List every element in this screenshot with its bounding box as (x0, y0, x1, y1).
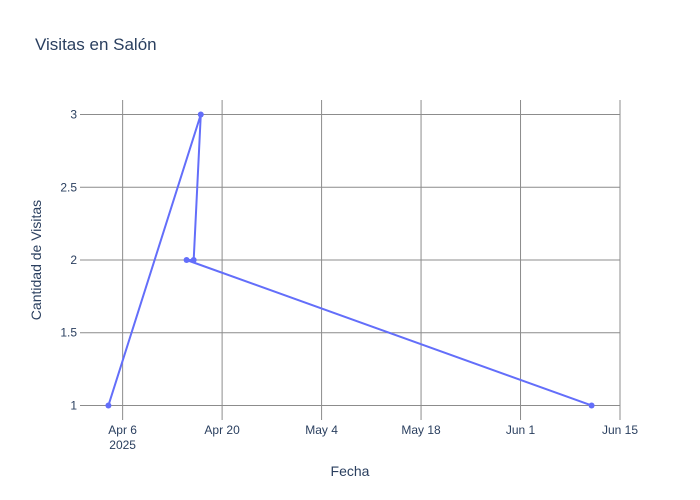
chart-title: Visitas en Salón (35, 35, 157, 54)
x-tick-label: Jun 1 (506, 423, 536, 437)
y-tick-label: 2 (70, 253, 77, 267)
data-point[interactable] (190, 257, 197, 263)
x-axis-label: Fecha (331, 463, 370, 479)
x-tick-label: Apr 20 (204, 423, 240, 437)
series-layer (105, 111, 595, 409)
y-tick-label: 1 (70, 398, 77, 412)
data-point[interactable] (588, 402, 595, 409)
y-tick-label: 2.5 (60, 180, 77, 194)
y-axis-label: Cantidad de Visitas (28, 200, 44, 320)
x-tick-label: Jun 15 (602, 423, 638, 437)
data-point[interactable] (197, 111, 204, 118)
grid (80, 100, 621, 420)
data-point[interactable] (183, 257, 190, 263)
data-point[interactable] (105, 402, 112, 409)
x-tick-label: Apr 6 (108, 423, 137, 437)
x-tick-sublabel: 2025 (109, 438, 136, 452)
y-axis-ticks: 1 1.5 2 2.5 3 (60, 108, 77, 413)
y-tick-label: 3 (70, 108, 77, 122)
x-tick-label: May 4 (305, 423, 338, 437)
y-tick-label: 1.5 (60, 326, 77, 340)
x-tick-label: May 18 (401, 423, 441, 437)
